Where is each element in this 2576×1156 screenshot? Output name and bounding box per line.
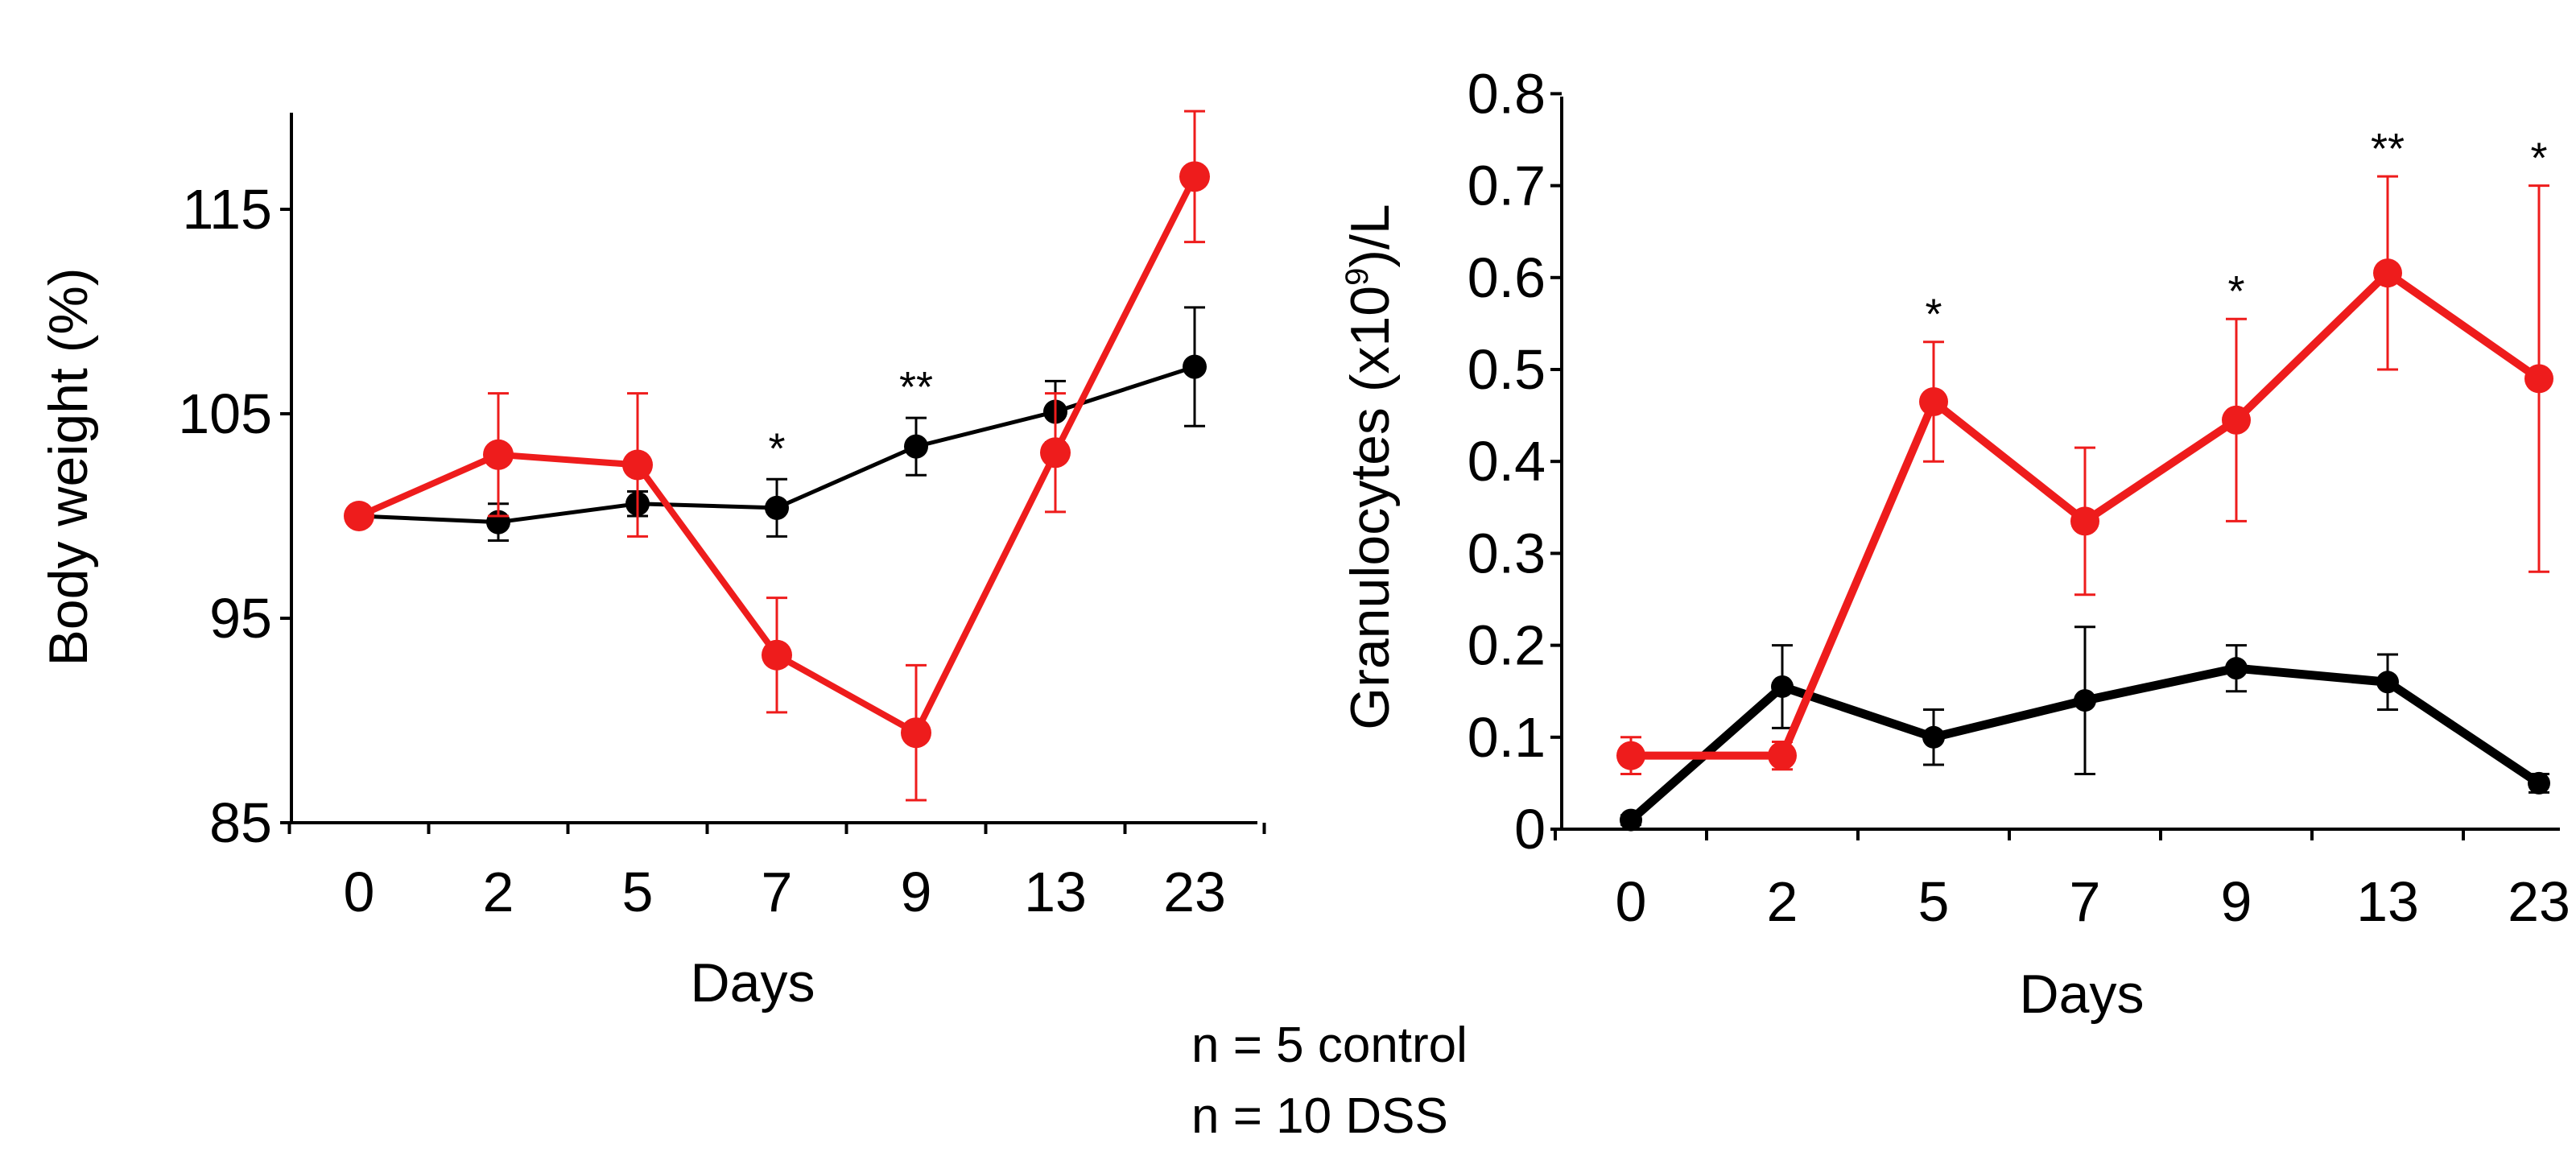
granulocytes-x-tick-label: 9 [2221,870,2252,933]
body-weight-y-tick-label: 85 [209,791,272,854]
body-weight-x-tick-label: 2 [483,861,514,923]
granulocytes-x-tick-label: 7 [2070,870,2101,933]
body-weight-y-title: Body weight (%) [38,267,99,666]
granulocytes-series-DSS [1616,175,2553,775]
body-weight-x-tick-label: 0 [344,861,375,923]
body-weight-point-DSS [1179,161,1210,192]
granulocytes-point-DSS [1919,386,1948,416]
granulocytes-point-DSS [2222,405,2251,435]
granulocytes-series-control [1620,625,2550,832]
granulocytes-point-control [2074,689,2096,712]
granulocytes-point-control [1771,675,1794,698]
granulocytes-annotations: * *** * [1925,125,2547,339]
granulocytes-point-DSS [2070,506,2099,536]
body-weight-significance-marker: * [768,424,785,473]
body-weight-x-tick-label: 13 [1024,861,1087,923]
granulocytes-y-tick-label: 0.6 [1468,246,1546,309]
granulocytes-x-tick-label: 0 [1616,870,1647,933]
body-weight-point-control [904,434,928,459]
granulocytes-y-title-tail: )/L [1340,204,1401,267]
body-weight-y-tick-label: 95 [209,587,272,650]
body-weight-point-control [1183,354,1207,379]
granulocytes-point-control [2528,771,2550,795]
body-weight-point-DSS [622,449,653,481]
granulocytes-point-DSS [2524,364,2553,394]
granulocytes-y-title-sup: 9 [1340,268,1375,286]
body-weight-x-title: Days [691,952,815,1014]
body-weight-point-DSS [344,501,374,531]
granulocytes-x-tick-label: 5 [1918,870,1950,933]
body-weight-point-DSS [1040,437,1071,469]
granulocytes-y-title: Granulocytes (x109)/L [1340,204,1401,729]
body-weight-annotations: *** [768,363,933,473]
granulocytes-x-title: Days [2020,964,2145,1025]
body-weight-point-DSS [762,639,792,671]
granulocytes-y-tick-label: 0.8 [1468,62,1546,125]
granulocytes-point-control [2376,671,2399,694]
body-weight-y-tick-label: 115 [182,178,272,241]
granulocytes-significance-marker: ** [2371,125,2405,173]
granulocytes-y-tick-label: 0.3 [1468,522,1546,584]
granulocytes-x-tick-label: 23 [2508,870,2570,933]
granulocytes-point-control [1620,808,1642,832]
granulocytes-y-tick-label: 0.4 [1468,430,1546,493]
body-weight-y-ticks: 85 95 105 115 [178,178,291,854]
body-weight-point-control [765,495,789,520]
granulocytes-y-tick-label: 0 [1514,798,1546,861]
granulocytes-series [1616,175,2553,832]
sample-size-control-note: n = 5 control [1191,1018,1468,1073]
granulocytes-x-tick-label: 13 [2356,870,2419,933]
body-weight-series-DSS [344,109,1210,802]
body-weight-x-tick-label: 23 [1163,861,1226,923]
granulocytes-x-tick-label: 2 [1767,870,1798,933]
granulocytes-chart: 00.10.20.30.40.50.60.70.8 0 2 5 7 9 13 23 * ***… [1340,62,2570,1025]
body-weight-point-DSS [483,439,514,470]
granulocytes-point-control [2225,657,2248,680]
granulocytes-point-DSS [2373,258,2402,288]
granulocytes-y-title-main: Granulocytes (x10 [1340,286,1401,730]
body-weight-x-tick-label: 9 [901,861,932,923]
sample-size-dss-note: n = 10 DSS [1191,1088,1448,1144]
body-weight-series [344,109,1210,802]
body-weight-x-tick-label: 5 [622,861,654,923]
body-weight-x-ticks: 0 2 5 7 9 13 23 [287,823,1266,923]
granulocytes-significance-marker: * [2227,267,2244,316]
granulocytes-y-tick-label: 0.5 [1468,338,1546,401]
body-weight-x-tick-label: 7 [762,861,793,923]
granulocytes-y-tick-label: 0.2 [1468,614,1546,677]
granulocytes-y-tick-label: 0.7 [1468,155,1546,217]
body-weight-y-tick-label: 105 [178,382,272,445]
granulocytes-point-control [1922,725,1945,749]
body-weight-significance-marker: ** [899,363,933,411]
granulocytes-point-DSS [1616,741,1645,770]
granulocytes-y-ticks: 0 0.1 0.2 0.3 0.4 0.5 0.6 0.7 0.8 [1468,62,1562,861]
body-weight-point-DSS [901,717,931,749]
granulocytes-point-DSS [1768,741,1797,770]
granulocytes-significance-marker: * [2530,134,2547,183]
granulocytes-x-ticks: 0 2 5 7 9 13 23 [1554,829,2570,933]
granulocytes-significance-marker: * [1925,291,1942,339]
granulocytes-y-tick-label: 0.1 [1468,706,1546,769]
